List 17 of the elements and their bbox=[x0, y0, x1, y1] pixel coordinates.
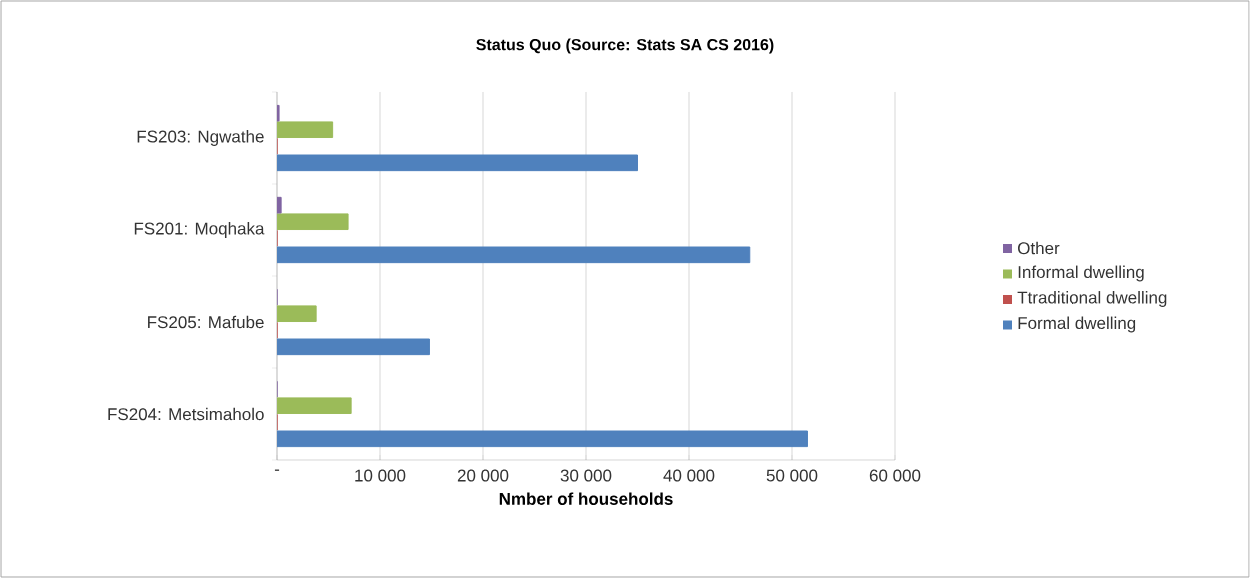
y-tick-label: FS203: Ngwathe bbox=[137, 130, 264, 146]
y-tick-label: FS204: Metsimaholo bbox=[108, 407, 264, 421]
x-tick-label: 30 000 bbox=[560, 469, 612, 482]
x-tick-label: 50 000 bbox=[766, 469, 818, 482]
legend-label: Other bbox=[1018, 241, 1060, 255]
y-tick-label: FS205: Mafube bbox=[148, 315, 264, 329]
chart-title: Status Quo (Source: Stats SA CS 2016) bbox=[476, 38, 774, 54]
x-tick-label: 60 000 bbox=[869, 469, 921, 482]
x-tick-label: 40 000 bbox=[663, 469, 715, 482]
x-tick-label: 20 000 bbox=[457, 469, 509, 482]
x-axis-title: Nmber of households bbox=[499, 492, 673, 505]
x-tick-label: 10 000 bbox=[355, 469, 406, 482]
legend-label: Informal dwelling bbox=[1018, 265, 1144, 282]
x-tick-label: - bbox=[274, 469, 280, 471]
legend-label: Ttraditional dwelling bbox=[1017, 291, 1167, 307]
legend-label: Formal dwelling bbox=[1018, 316, 1136, 333]
y-tick-label: FS201: Moqhaka bbox=[134, 222, 265, 238]
